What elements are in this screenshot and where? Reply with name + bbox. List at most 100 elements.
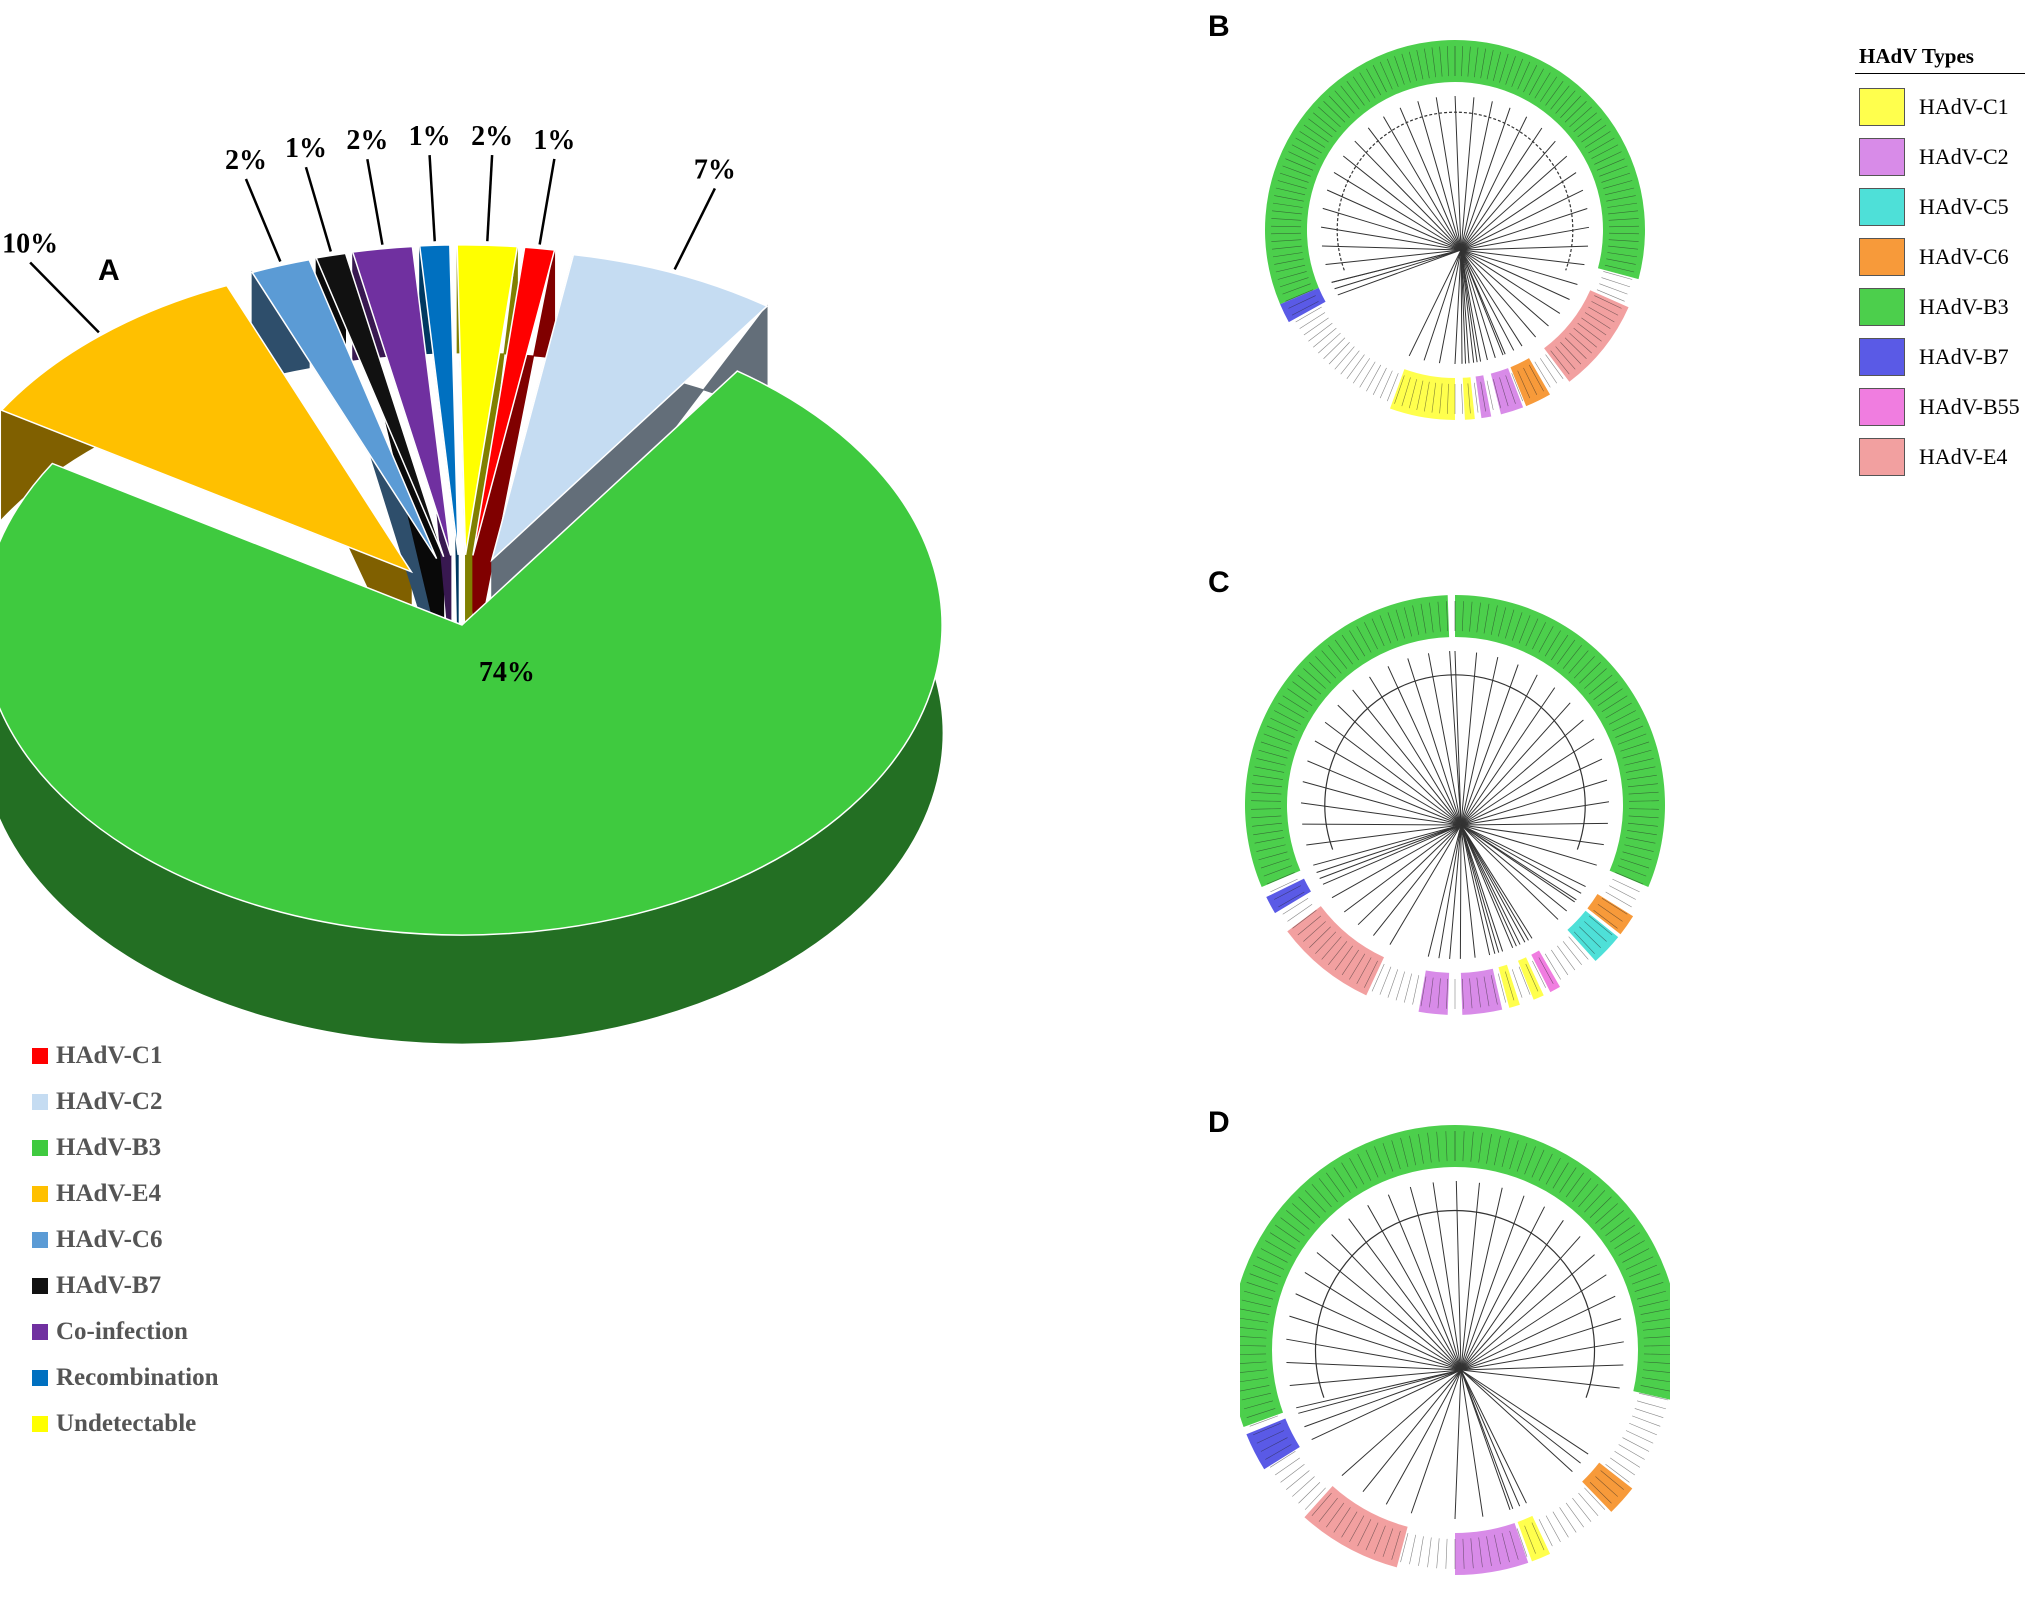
pie-leader-hadv-c1 <box>538 158 556 245</box>
tree-backbone <box>1336 111 1574 271</box>
pie-leader-hadv-e4 <box>29 261 100 334</box>
pie-legend-item: Co-infection <box>32 1309 219 1355</box>
type-legend-swatch <box>1859 288 1905 326</box>
type-legend-label: HAdV-C1 <box>1919 94 2009 119</box>
type-legend-item: HAdV-C5 <box>1855 182 2025 232</box>
type-legend-swatch <box>1859 138 1905 176</box>
clade-band-hadv-c6 <box>1587 894 1634 935</box>
pie-legend-swatch <box>32 1140 48 1156</box>
pie-legend-label: Recombination <box>56 1364 219 1391</box>
type-legend-item: HAdV-C1 <box>1855 82 2025 132</box>
pie-leader-hadv-b7 <box>304 166 332 252</box>
pie-legend-swatch <box>32 1186 48 1202</box>
type-legend-item: HAdV-B55 <box>1855 382 2025 432</box>
pie-leader-undetectable <box>486 154 494 242</box>
pie-legend-label: HAdV-C2 <box>56 1088 163 1115</box>
pie-label-co-infection: 2% <box>346 125 388 156</box>
panel-label-a: A <box>98 254 120 287</box>
type-legend-swatch <box>1859 388 1905 426</box>
clade-band-hadv-b3 <box>1455 595 1665 888</box>
clade-band-hadv-b3 <box>1245 595 1450 888</box>
type-legend-swatch <box>1859 238 1905 276</box>
pie-label-hadv-c6: 2% <box>225 145 267 176</box>
clade-band-hadv-c1 <box>1517 1515 1551 1562</box>
pie-label-undetectable: 2% <box>471 121 513 152</box>
type-legend-label: HAdV-B55 <box>1919 394 2020 419</box>
type-legend-label: HAdV-C5 <box>1919 194 2009 219</box>
pie-leader-hadv-c6 <box>244 178 282 262</box>
pie-slice-undetectable <box>456 244 519 555</box>
type-legend-swatch <box>1859 438 1905 476</box>
pie-legend-label: Co-infection <box>56 1318 188 1345</box>
type-legend-swatch <box>1859 188 1905 226</box>
type-legend-title: HAdV Types <box>1855 44 2025 74</box>
clade-band-hadv-b55 <box>1531 950 1560 993</box>
pie-slice-recombination <box>418 244 459 555</box>
pie-leader-co-infection <box>366 158 384 245</box>
type-legend-item: HAdV-C6 <box>1855 232 2025 282</box>
type-legend-label: HAdV-C6 <box>1919 244 2009 269</box>
pie-slice-hadv-c6 <box>250 258 438 560</box>
clade-band-hadv-c1 <box>1390 369 1455 420</box>
type-legend-item: HAdV-B3 <box>1855 282 2025 332</box>
clade-band-hadv-c5 <box>1567 910 1619 962</box>
pie-label-recombination: 1% <box>409 121 451 152</box>
pie-legend-item: HAdV-B7 <box>32 1263 219 1309</box>
tree-branches <box>1320 95 1590 365</box>
pie-legend-swatch <box>32 1232 48 1248</box>
pie-legend-item: Undetectable <box>32 1401 219 1447</box>
clade-band-hadv-c2 <box>1455 1523 1529 1575</box>
pie-legend: HAdV-C1 HAdV-C2 HAdV-B3 HAdV-E4 HAdV-C6 HAdV-… <box>32 1033 219 1447</box>
type-legend-item: HAdV-C2 <box>1855 132 2025 182</box>
pie-label-hadv-b7: 1% <box>285 133 327 164</box>
panel-label-b: B <box>1208 10 1230 43</box>
pie-legend-item: HAdV-C1 <box>32 1033 219 1079</box>
clade-band-hadv-c2 <box>1460 968 1503 1015</box>
pie-slice-hadv-c2 <box>490 253 769 563</box>
tree-d <box>1240 1125 1670 1575</box>
tree-branches <box>1300 650 1610 959</box>
tree-c <box>1245 595 1665 1015</box>
pie-slice-hadv-b7 <box>315 252 445 558</box>
pie-leader-recombination <box>428 155 436 242</box>
tip-label-marks <box>1240 1131 1670 1569</box>
clade-band-hadv-c1 <box>1462 377 1475 420</box>
clade-band-hadv-b3 <box>1265 40 1645 305</box>
clade-band-hadv-e4 <box>1544 290 1629 382</box>
pie-legend-swatch <box>32 1324 48 1340</box>
type-legend-item: HAdV-B7 <box>1855 332 2025 382</box>
clade-band-hadv-c1 <box>1498 964 1520 1008</box>
pie-legend-label: HAdV-C6 <box>56 1226 163 1253</box>
pie-legend-label: HAdV-B7 <box>56 1272 162 1299</box>
type-legend: HAdV Types HAdV-C1 HAdV-C2 HAdV-C5 HAdV-C6 H… <box>1855 44 2025 482</box>
clade-band-hadv-c2 <box>1418 970 1450 1015</box>
pie-label-hadv-b3: 74% <box>479 657 535 688</box>
tree-backbone <box>1314 1209 1596 1398</box>
pie-legend-swatch <box>32 1094 48 1110</box>
clade-band-hadv-b3 <box>1240 1125 1670 1427</box>
tip-label-marks <box>1251 601 1659 1009</box>
pie-chart: 74% 10% 2% 1% 2% 1% 2% 1% 7% <box>0 121 943 1044</box>
pie-legend-swatch <box>32 1278 48 1294</box>
type-legend-item: HAdV-E4 <box>1855 432 2025 482</box>
pie-legend-label: Undetectable <box>56 1410 197 1437</box>
pie-slice-hadv-b3 <box>0 370 943 936</box>
type-legend-label: HAdV-B7 <box>1919 344 2009 369</box>
pie-legend-swatch <box>32 1416 48 1432</box>
pie-leader-hadv-c2 <box>673 187 716 271</box>
clade-band-hadv-c1 <box>1517 957 1544 1000</box>
tree-branches <box>1286 1180 1624 1520</box>
clade-band-hadv-b7 <box>1266 878 1311 914</box>
type-legend-swatch <box>1859 338 1905 376</box>
type-legend-swatch <box>1859 88 1905 126</box>
pie-legend-swatch <box>32 1370 48 1386</box>
clade-band-hadv-e4 <box>1304 1485 1408 1568</box>
pie-legend-label: HAdV-C1 <box>56 1042 163 1069</box>
type-legend-label: HAdV-C2 <box>1919 144 2009 169</box>
type-legend-label: HAdV-B3 <box>1919 294 2009 319</box>
pie-legend-label: HAdV-E4 <box>56 1180 162 1207</box>
pie-slice-hadv-c1 <box>472 246 556 556</box>
pie-slice-co-infection <box>351 245 452 556</box>
pie-legend-item: Recombination <box>32 1355 219 1401</box>
clade-band-hadv-b7 <box>1246 1418 1300 1470</box>
